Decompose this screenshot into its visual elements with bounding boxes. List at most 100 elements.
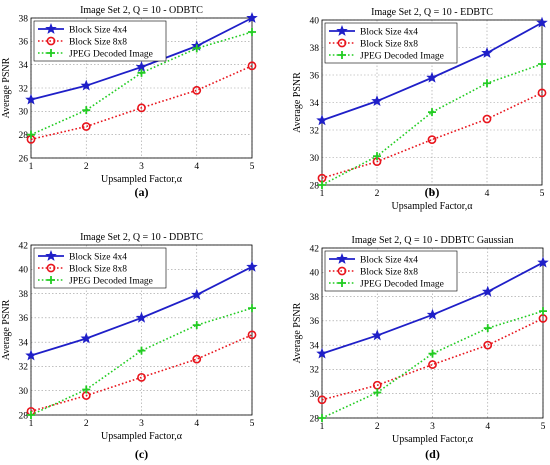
series-jpeg-decoded-image	[27, 304, 256, 419]
data-point	[428, 360, 437, 369]
chart-title: Image Set 2, Q = 10 - ODBTC	[80, 5, 203, 16]
data-point	[81, 122, 91, 131]
x-tick-label: 3	[430, 422, 435, 432]
legend: Block Size 4x4 Block Size 8x8 JPEG Decoded…	[33, 20, 167, 62]
data-point	[248, 304, 256, 313]
legend-marker	[338, 51, 346, 59]
data-point	[80, 332, 93, 344]
y-tick-label: 38	[310, 44, 320, 54]
legend-entry: JPEG Decoded Image	[69, 276, 153, 286]
x-axis-label: Upsampled Factor,α	[101, 174, 183, 185]
series-line	[321, 317, 544, 401]
series-block-size-8x8	[317, 314, 548, 405]
x-tick-label: 4	[194, 419, 199, 429]
series-block-size-4x4	[316, 16, 548, 126]
y-tick-label: 34	[310, 341, 320, 351]
legend-entry: JPEG Decoded Image	[360, 51, 444, 61]
data-point	[426, 71, 438, 83]
data-point	[318, 414, 326, 422]
y-tick-label: 30	[310, 390, 320, 400]
y-axis-label: Average PSNR	[292, 302, 303, 363]
series-line	[321, 63, 543, 186]
y-tick-label: 40	[310, 16, 320, 26]
data-point	[482, 114, 492, 124]
data-point	[373, 388, 382, 397]
x-tick-label: 2	[84, 162, 89, 172]
x-tick-label: 2	[84, 419, 89, 429]
data-point	[371, 329, 384, 341]
data-point	[25, 349, 37, 361]
data-point	[247, 61, 257, 71]
chart-title: Image Set 2, Q = 10 - DDBTC Gaussian	[351, 235, 513, 246]
data-point	[536, 16, 548, 28]
legend-entry: Block Size 8x8	[69, 264, 127, 274]
chart-title: Image Set 2, Q = 10 - EDBTC	[371, 7, 493, 18]
panel-label: (c)	[135, 447, 148, 461]
legend-entry: Block Size 4x4	[360, 27, 418, 37]
series-line	[30, 334, 253, 413]
y-tick-label: 36	[19, 38, 29, 48]
legend-marker	[337, 266, 347, 276]
legend: Block Size 4x4 Block Size 8x8 JPEG Decoded…	[324, 22, 458, 64]
data-point	[481, 285, 494, 297]
series-jpeg-decoded-image	[318, 60, 546, 189]
chart-title: Image Set 2, Q = 10 - DDBTC	[80, 232, 203, 243]
panel-label: (a)	[135, 185, 149, 199]
y-tick-label: 30	[19, 387, 29, 397]
y-tick-label: 34	[19, 61, 29, 71]
series-block-size-4x4	[316, 256, 549, 359]
y-tick-label: 36	[310, 71, 320, 81]
x-tick-label: 5	[250, 419, 255, 429]
legend: Block Size 4x4 Block Size 8x8 JPEG Decoded…	[324, 250, 458, 292]
x-tick-label: 4	[485, 422, 490, 432]
y-tick-label: 38	[19, 290, 29, 300]
data-point	[318, 181, 326, 189]
x-tick-label: 4	[485, 189, 490, 199]
data-point	[483, 340, 493, 350]
y-tick-label: 32	[19, 363, 29, 373]
data-point	[246, 260, 258, 272]
data-point	[192, 85, 202, 95]
axes-box	[30, 244, 253, 416]
data-point	[135, 311, 148, 323]
y-tick-label: 34	[310, 99, 320, 109]
legend-marker	[336, 24, 348, 36]
axes-box	[321, 19, 543, 186]
y-tick-label: 28	[310, 181, 320, 191]
x-axis-label: Upsampled Factor,α	[392, 434, 474, 445]
legend-marker	[47, 49, 55, 57]
y-tick-label: 38	[310, 293, 320, 303]
data-point	[317, 395, 327, 405]
y-axis-label: Average PSNR	[292, 72, 303, 133]
data-point	[190, 288, 203, 300]
x-tick-label: 3	[139, 162, 144, 172]
legend-entry: JPEG Decoded Image	[360, 279, 444, 289]
y-tick-label: 40	[19, 266, 29, 276]
y-tick-label: 28	[19, 411, 29, 421]
data-point	[371, 95, 383, 107]
y-tick-label: 36	[310, 317, 320, 327]
data-point	[316, 347, 328, 359]
x-tick-label: 1	[320, 189, 325, 199]
y-tick-label: 28	[19, 131, 29, 141]
series-line	[321, 92, 543, 179]
legend-entry: Block Size 4x4	[360, 255, 418, 265]
series-jpeg-decoded-image	[318, 307, 547, 422]
x-tick-label: 1	[320, 422, 325, 432]
data-point	[27, 130, 35, 139]
y-tick-label: 42	[19, 241, 29, 251]
y-tick-label: 30	[310, 154, 320, 164]
legend-marker	[337, 38, 347, 48]
x-tick-label: 3	[139, 419, 144, 429]
y-axis-label: Average PSNR	[1, 57, 12, 118]
y-tick-label: 38	[19, 14, 29, 24]
data-point	[428, 349, 437, 358]
data-point	[426, 308, 439, 320]
series-line	[30, 65, 253, 141]
data-point	[427, 135, 437, 145]
y-tick-label: 28	[310, 414, 320, 424]
y-tick-label: 34	[19, 338, 29, 348]
